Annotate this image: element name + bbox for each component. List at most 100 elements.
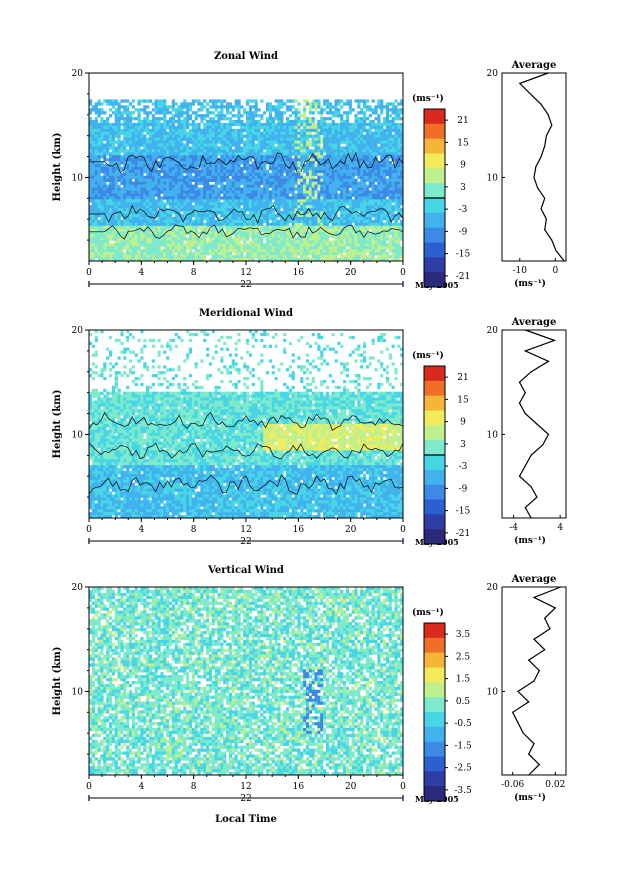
heatmap-cell (354, 185, 357, 188)
heatmap-cell (149, 208, 152, 211)
heatmap-cell (303, 126, 306, 129)
heatmap-cell (300, 246, 303, 249)
heatmap-cell (195, 138, 198, 141)
heatmap-cell (329, 243, 332, 246)
heatmap-cell (346, 185, 349, 188)
heatmap-cell (240, 141, 243, 144)
heatmap-cell (346, 126, 349, 129)
heatmap-cell (360, 158, 363, 161)
heatmap-cell (309, 161, 312, 164)
heatmap-cell (257, 146, 260, 149)
heatmap-cell (123, 135, 126, 138)
heatmap-cell (334, 144, 337, 147)
heatmap-cell (243, 167, 246, 170)
heatmap-cell (152, 246, 155, 249)
heatmap-cell (272, 117, 275, 120)
heatmap-cell (349, 220, 352, 223)
heatmap-cell (163, 205, 166, 208)
heatmap-cell (289, 135, 292, 138)
heatmap-cell (232, 155, 235, 158)
heatmap-cell (300, 179, 303, 182)
heatmap-cell (160, 199, 163, 202)
heatmap-cell (269, 196, 272, 199)
heatmap-cell (280, 217, 283, 220)
heatmap-cell (320, 138, 323, 141)
heatmap-cell (149, 255, 152, 258)
heatmap-cell (303, 108, 306, 111)
heatmap-cell (269, 152, 272, 155)
heatmap-cell (123, 132, 126, 135)
heatmap-cell (295, 202, 298, 205)
heatmap-cell (109, 238, 112, 241)
heatmap-cell (223, 191, 226, 194)
heatmap-cell (109, 158, 112, 161)
heatmap-cell (277, 135, 280, 138)
heatmap-cell (240, 199, 243, 202)
heatmap-cell (266, 120, 269, 123)
heatmap-cell (112, 99, 115, 102)
heatmap-cell (183, 193, 186, 196)
heatmap-cell (334, 196, 337, 199)
heatmap-cell (200, 102, 203, 105)
heatmap-cell (343, 211, 346, 214)
heatmap-cell (100, 235, 103, 238)
heatmap-cell (280, 240, 283, 243)
heatmap-cell (232, 149, 235, 152)
heatmap-cell (363, 129, 366, 132)
heatmap-cell (243, 211, 246, 214)
heatmap-cell (260, 205, 263, 208)
heatmap-cell (320, 176, 323, 179)
heatmap-cell (223, 249, 226, 252)
heatmap-cell (283, 176, 286, 179)
heatmap-cell (100, 196, 103, 199)
heatmap-cell (143, 135, 146, 138)
heatmap-cell (277, 111, 280, 114)
heatmap-cell (303, 111, 306, 114)
heatmap-cell (363, 193, 366, 196)
heatmap-cell (329, 196, 332, 199)
heatmap-cell (92, 196, 95, 199)
heatmap-cell (369, 114, 372, 117)
heatmap-cell (177, 240, 180, 243)
heatmap-cell (317, 149, 320, 152)
heatmap-cell (357, 111, 360, 114)
heatmap-cell (266, 229, 269, 232)
heatmap-cell (123, 252, 126, 255)
heatmap-cell (158, 99, 161, 102)
heatmap-cell (206, 249, 209, 252)
heatmap-cell (183, 185, 186, 188)
heatmap-cell (357, 235, 360, 238)
heatmap-cell (240, 173, 243, 176)
heatmap-cell (303, 114, 306, 117)
heatmap-cell (192, 152, 195, 155)
heatmap-cell (217, 255, 220, 258)
heatmap-cell (192, 223, 195, 226)
heatmap-cell (217, 199, 220, 202)
heatmap-cell (189, 146, 192, 149)
heatmap-cell (120, 111, 123, 114)
heatmap-cell (363, 138, 366, 141)
heatmap-cell (112, 202, 115, 205)
heatmap-cell (332, 120, 335, 123)
heatmap-cell (289, 138, 292, 141)
heatmap-cell (106, 123, 109, 126)
heatmap-cell (92, 167, 95, 170)
heatmap-cell (192, 135, 195, 138)
heatmap-cell (172, 149, 175, 152)
heatmap-cell (369, 185, 372, 188)
heatmap-cell (98, 246, 101, 249)
heatmap-cell (189, 176, 192, 179)
heatmap-cell (186, 240, 189, 243)
heatmap-cell (315, 135, 318, 138)
heatmap-cell (332, 126, 335, 129)
heatmap-cell (283, 208, 286, 211)
heatmap-cell (217, 132, 220, 135)
heatmap-cell (334, 249, 337, 252)
heatmap-cell (163, 252, 166, 255)
heatmap-cell (212, 111, 215, 114)
heatmap-cell (263, 129, 266, 132)
heatmap-cell (177, 105, 180, 108)
heatmap-cell (323, 155, 326, 158)
heatmap-cell (275, 173, 278, 176)
heatmap-cell (195, 249, 198, 252)
